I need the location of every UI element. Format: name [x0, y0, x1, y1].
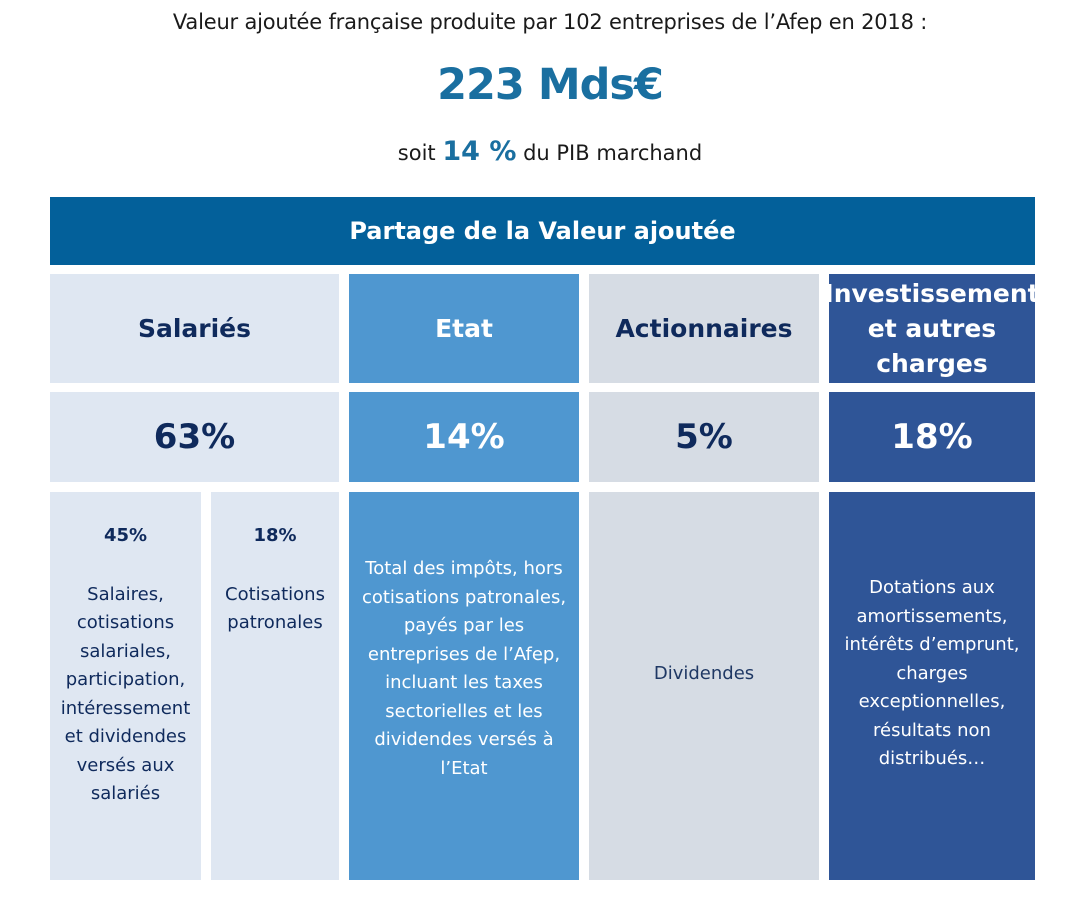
sub-description-wages: Salaires, cotisations salariales, partic…	[60, 583, 191, 805]
gdp-share-suffix: du PIB marchand	[523, 141, 703, 165]
percent-salaries: 63%	[50, 392, 339, 482]
description-actionnaires: Dividendes	[589, 492, 819, 880]
column-header-actionnaires: Actionnaires	[589, 274, 819, 383]
column-header-etat: Etat	[349, 274, 579, 383]
salaries-sub-employer-contributions: 18% Cotisations patronales	[211, 492, 339, 880]
sub-percent-employer-contributions: 18%	[253, 525, 297, 546]
gdp-share-prefix: soit	[397, 141, 436, 165]
description-etat-text: Total des impôts, hors cotisations patro…	[361, 558, 567, 779]
table-title-band: Partage de la Valeur ajoutée	[50, 197, 1035, 265]
total-value-added: 223 Mds€	[437, 60, 664, 110]
sub-percent-wages: 45%	[103, 525, 148, 546]
page-title: Valeur ajoutée française produite par 10…	[172, 10, 928, 34]
salaries-sub-wages: 45% Salaires, cotisations salariales, pa…	[50, 492, 201, 880]
description-actionnaires-text: Dividendes	[653, 662, 755, 684]
gdp-share-line: soit 14 % du PIB marchand	[0, 136, 1080, 167]
description-investissement-text: Dotations aux amortissements, intérêts d…	[844, 577, 1020, 770]
sub-description-employer-contributions: Cotisations patronales	[225, 583, 325, 634]
gdp-share-value: 14 %	[442, 136, 517, 167]
description-etat: Total des impôts, hors cotisations patro…	[349, 492, 579, 880]
percent-etat: 14%	[349, 392, 579, 482]
percent-actionnaires: 5%	[589, 392, 819, 482]
column-header-salaries: Salariés	[50, 274, 339, 383]
column-header-investissement: Investissement et autres charges	[824, 274, 1040, 383]
percent-investissement: 18%	[829, 392, 1035, 482]
description-investissement: Dotations aux amortissements, intérêts d…	[829, 492, 1035, 880]
